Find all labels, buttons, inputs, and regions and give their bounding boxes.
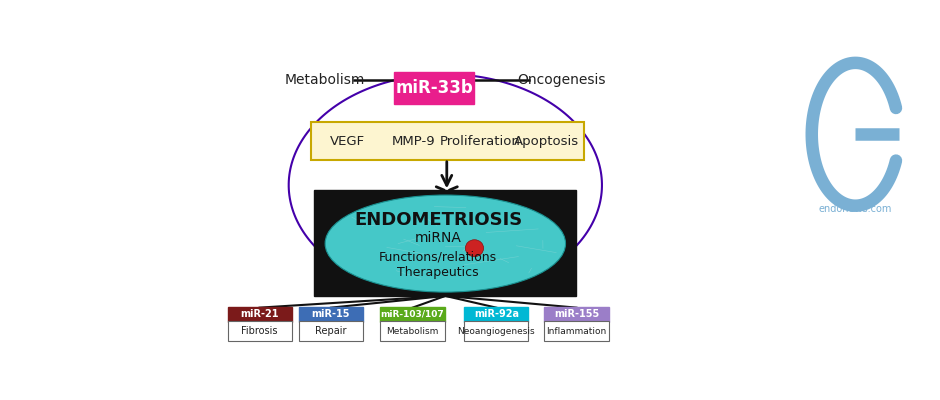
Text: miR-155: miR-155 <box>554 309 599 319</box>
FancyBboxPatch shape <box>310 122 584 160</box>
Text: MMP-9: MMP-9 <box>392 135 436 148</box>
Text: Apoptosis: Apoptosis <box>514 135 579 148</box>
Text: Oncogenesis: Oncogenesis <box>518 73 606 87</box>
Text: Proliferation: Proliferation <box>440 135 521 148</box>
FancyBboxPatch shape <box>544 321 608 341</box>
Text: Metabolism: Metabolism <box>386 326 439 336</box>
Text: miR-33b: miR-33b <box>396 79 473 97</box>
FancyBboxPatch shape <box>464 321 528 341</box>
Text: Functions/relations: Functions/relations <box>379 250 497 263</box>
FancyBboxPatch shape <box>464 307 528 322</box>
Text: miR-21: miR-21 <box>241 309 279 319</box>
Text: Metabolism: Metabolism <box>285 73 366 87</box>
FancyBboxPatch shape <box>227 321 291 341</box>
FancyBboxPatch shape <box>381 321 445 341</box>
FancyBboxPatch shape <box>544 307 608 322</box>
Ellipse shape <box>325 195 566 292</box>
FancyBboxPatch shape <box>227 307 291 322</box>
Text: miR-15: miR-15 <box>312 309 351 319</box>
FancyBboxPatch shape <box>395 72 475 104</box>
Text: Therapeutics: Therapeutics <box>398 266 478 279</box>
FancyBboxPatch shape <box>381 307 445 322</box>
FancyBboxPatch shape <box>314 190 576 296</box>
FancyBboxPatch shape <box>299 307 363 322</box>
Text: Repair: Repair <box>315 326 347 336</box>
Text: Inflammation: Inflammation <box>546 326 606 336</box>
Text: endonews.com: endonews.com <box>819 204 892 214</box>
Text: ENDOMETRIOSIS: ENDOMETRIOSIS <box>354 212 522 230</box>
Text: Fibrosis: Fibrosis <box>242 326 278 336</box>
Text: miRNA: miRNA <box>415 231 462 245</box>
Ellipse shape <box>465 240 483 257</box>
Text: VEGF: VEGF <box>330 135 365 148</box>
Text: miR-92a: miR-92a <box>474 309 519 319</box>
FancyBboxPatch shape <box>299 321 363 341</box>
Text: Neoangiogenesis: Neoangiogenesis <box>458 326 535 336</box>
Text: miR-103/107: miR-103/107 <box>381 310 445 319</box>
